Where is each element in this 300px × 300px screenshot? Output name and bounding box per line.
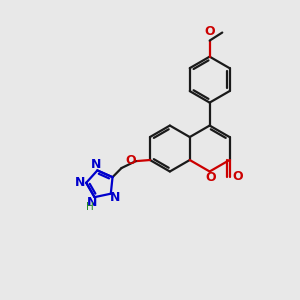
Text: N: N [75,176,85,189]
Text: O: O [206,172,216,184]
Text: O: O [126,154,136,167]
Text: N: N [87,196,97,209]
Text: N: N [110,191,120,204]
Text: O: O [232,170,243,183]
Text: N: N [91,158,101,171]
Text: H: H [86,202,94,212]
Text: O: O [204,25,215,38]
